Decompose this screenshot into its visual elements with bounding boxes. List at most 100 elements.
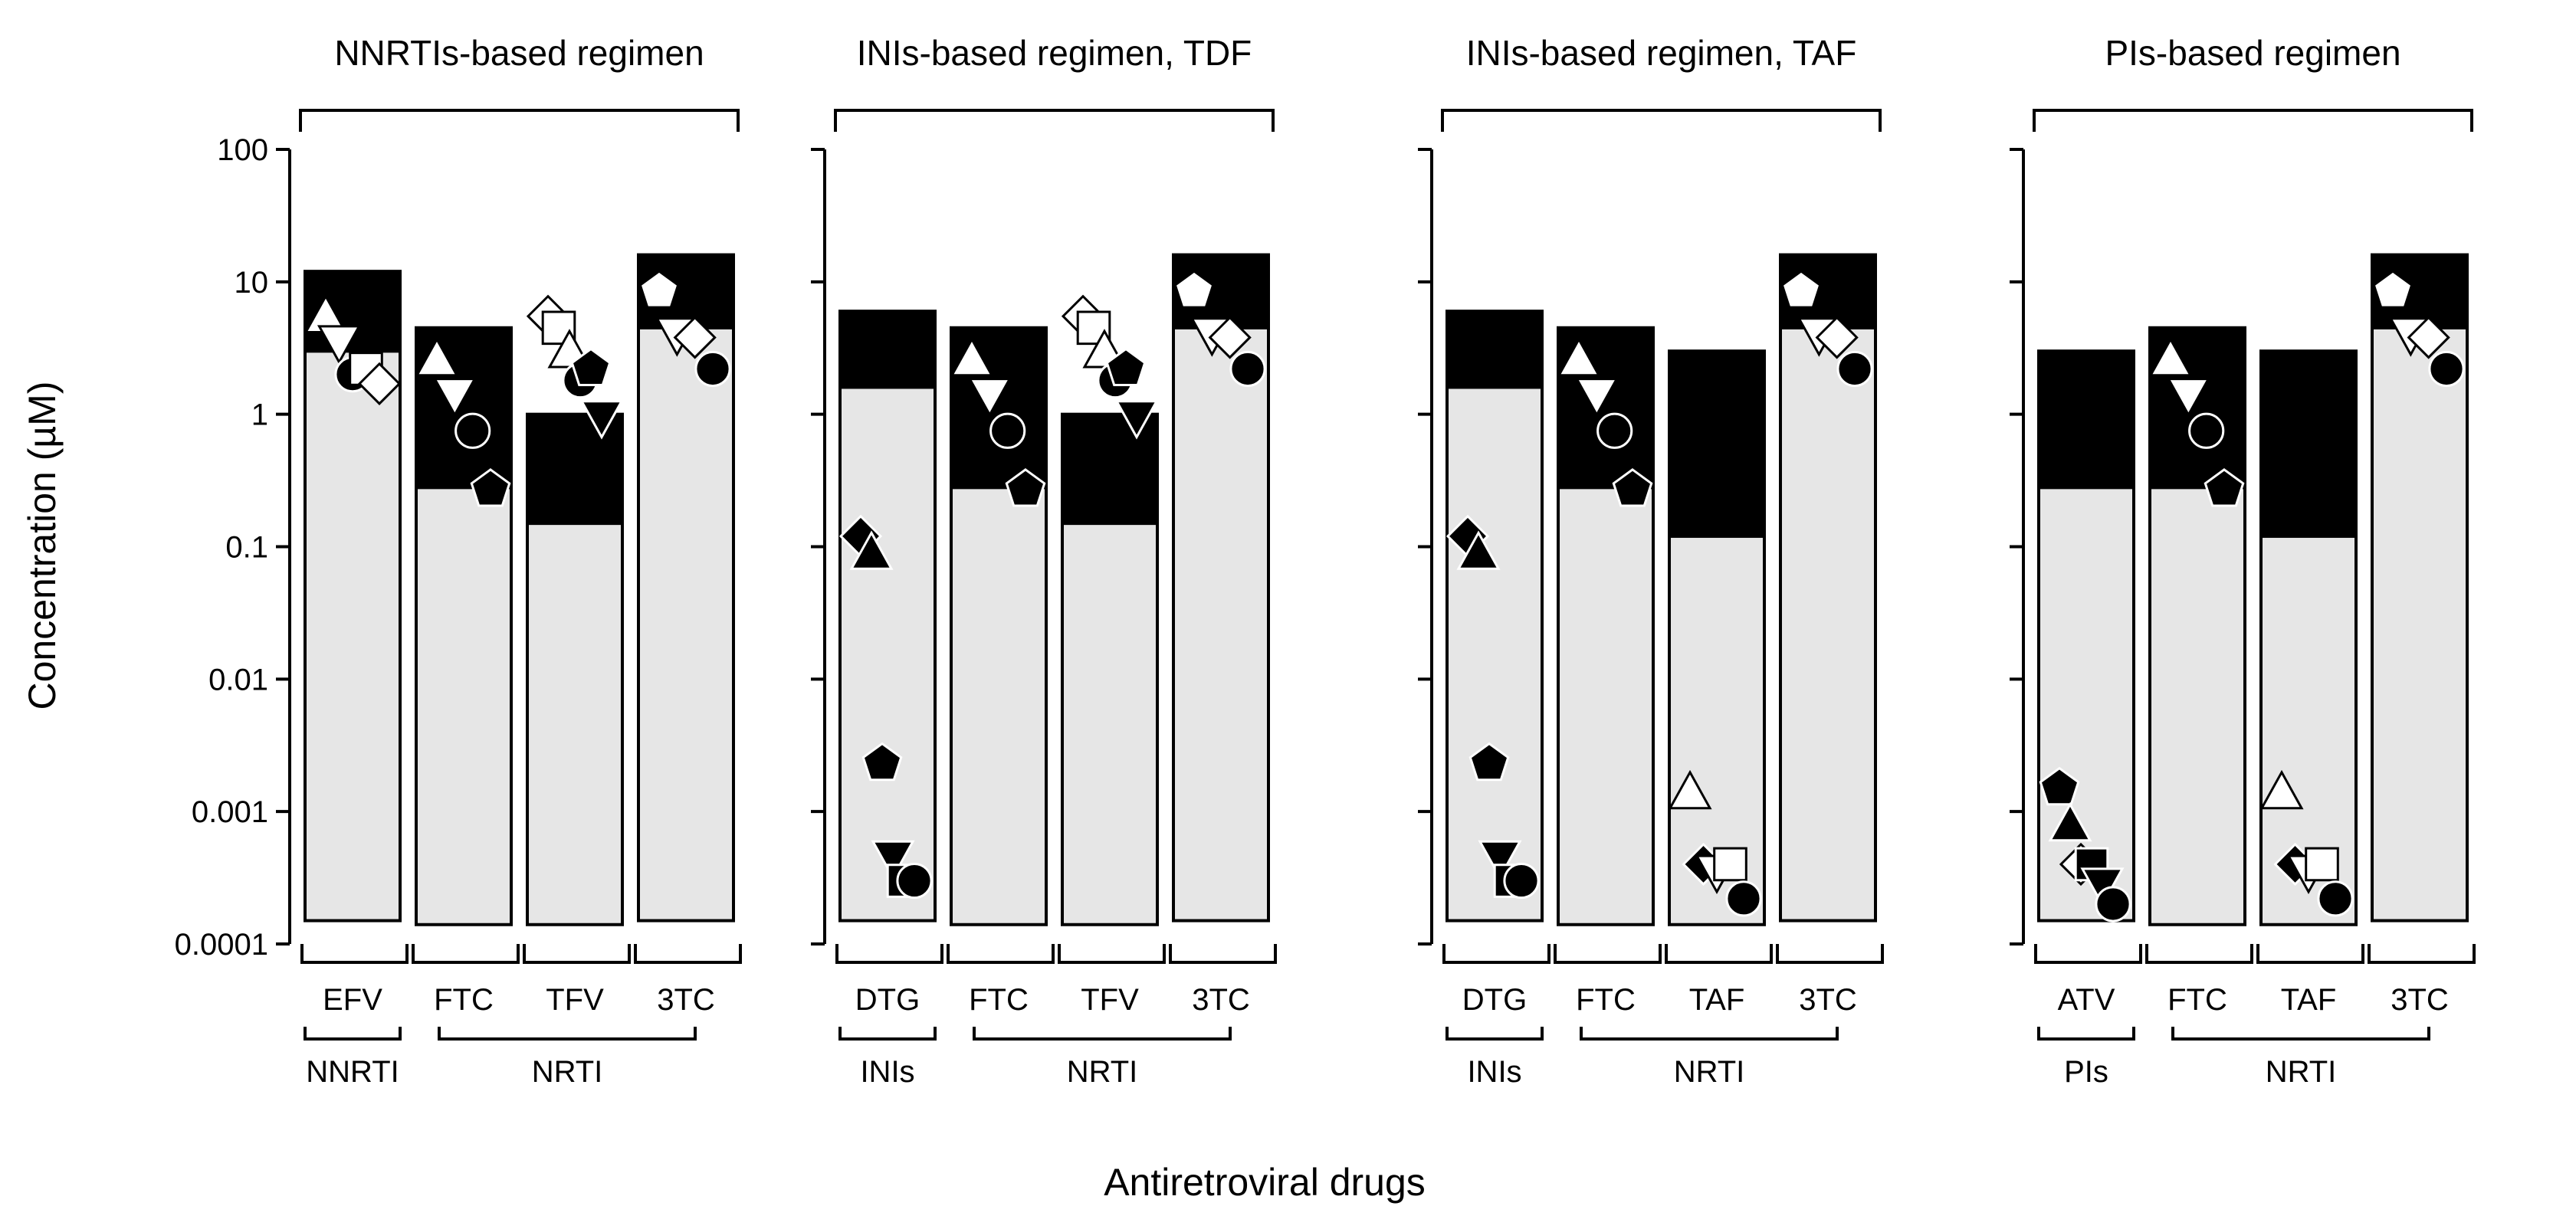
marker-circle	[1229, 350, 1266, 388]
marker-pentagon	[861, 742, 903, 782]
x-tick-label: EFV	[323, 983, 382, 1017]
marker-triangle-down	[967, 378, 1012, 418]
marker-circle	[1596, 412, 1633, 449]
panel-2: INIs-based regimen, TDF DTG FTC TFV 3TC INIs N…	[811, 33, 1277, 1089]
bar-3tc	[2371, 253, 2469, 923]
marker-pentagon	[1612, 468, 1653, 507]
marker-triangle-up	[849, 530, 894, 570]
marker-square	[2305, 847, 2339, 882]
bar-3tc	[637, 253, 735, 923]
x-bracket	[300, 944, 742, 964]
bar-tfv	[1061, 294, 1159, 926]
marker-pentagon	[1468, 742, 1510, 782]
marker-triangle-down	[1478, 840, 1522, 880]
x-tick-label: TAF	[2281, 983, 2337, 1017]
marker-triangle-up	[1668, 769, 1712, 810]
marker-circle	[1836, 350, 1873, 388]
bar-efv	[304, 270, 402, 923]
group-label: INIs	[860, 1055, 914, 1089]
marker-circle	[989, 412, 1026, 449]
group-label: NRTI	[2266, 1055, 2337, 1089]
panel-title: INIs-based regimen, TAF	[1466, 33, 1857, 73]
marker-pentagon	[1173, 270, 1215, 309]
marker-circle	[1725, 880, 1762, 917]
bar-light-segment	[1779, 326, 1877, 923]
x-tick-label: TAF	[1689, 983, 1745, 1017]
marker-circle	[454, 412, 491, 449]
x-tick-label: FTC	[969, 983, 1029, 1017]
x-tick-label: ATV	[2058, 983, 2115, 1017]
group-label: NNRTI	[306, 1055, 399, 1089]
y-tick-label: 10	[235, 266, 269, 300]
x-bracket	[835, 944, 1277, 964]
group-bracket	[438, 1027, 697, 1041]
group-bracket	[838, 1027, 937, 1041]
bar-light-segment	[2148, 486, 2246, 926]
marker-triangle-down	[317, 325, 362, 365]
bar-ftc	[950, 326, 1048, 926]
bar-light-segment	[950, 486, 1048, 926]
bar-light-segment	[415, 486, 513, 926]
x-tick-label: 3TC	[2391, 983, 2449, 1017]
bar-light-segment	[1446, 385, 1544, 923]
panel-bracket	[834, 109, 1275, 132]
panel-bracket	[2033, 109, 2473, 132]
marker-pentagon	[1780, 270, 1822, 309]
marker-triangle-up	[2148, 336, 2193, 377]
group-label: INIs	[1467, 1055, 1521, 1089]
bar-dark-segment	[1446, 310, 1544, 389]
panel-title: PIs-based regimen	[2105, 33, 2400, 73]
bar-light-segment	[637, 326, 735, 923]
marker-circle	[2095, 886, 2131, 923]
marker-circle	[2317, 880, 2354, 917]
group-bracket	[1580, 1027, 1839, 1041]
x-tick-label: DTG	[1462, 983, 1527, 1017]
panel-title: NNRTIs-based regimen	[334, 33, 704, 73]
marker-triangle-up	[950, 336, 994, 377]
bar-dtg	[1446, 310, 1544, 923]
x-bracket	[2034, 944, 2476, 964]
chart-panels: NNRTIs-based regimen 100 10 1 0.1 0.01 0.001 0.…	[175, 33, 2476, 1089]
x-tick-label: 3TC	[1799, 983, 1857, 1017]
marker-triangle-up	[1557, 336, 1601, 377]
marker-circle	[694, 350, 731, 388]
marker-pentagon	[1005, 468, 1046, 507]
x-tick-label: TFV	[1081, 983, 1139, 1017]
panel-1: NNRTIs-based regimen 100 10 1 0.1 0.01 0.001 0.…	[175, 33, 742, 1089]
group-label: NRTI	[532, 1055, 603, 1089]
marker-pentagon	[2372, 270, 2414, 309]
group-bracket	[304, 1027, 402, 1041]
marker-pentagon	[638, 270, 680, 309]
bar-taf	[2259, 349, 2358, 926]
marker-triangle-up	[415, 336, 459, 377]
bar-dark-segment	[2259, 349, 2358, 538]
bar-3tc	[1172, 253, 1270, 923]
panel-4: PIs-based regimen ATV FTC TAF 3TC PIs NRTI	[2010, 33, 2476, 1089]
marker-diamond	[1815, 316, 1859, 359]
bar-dark-segment	[2037, 349, 2135, 490]
panel-bracket	[1441, 109, 1882, 132]
marker-triangle-down	[579, 400, 624, 440]
bar-tfv	[526, 294, 624, 926]
bar-ftc	[1557, 326, 1655, 926]
marker-diamond	[2407, 316, 2450, 359]
x-tick-label: DTG	[855, 983, 920, 1017]
bar-dark-segment	[838, 310, 937, 389]
x-tick-label: FTC	[2167, 983, 2227, 1017]
y-tick-label: 0.001	[192, 795, 268, 829]
bar-taf	[1668, 349, 1766, 926]
panel-bracket	[299, 109, 740, 132]
group-label: PIs	[2064, 1055, 2108, 1089]
marker-triangle-up	[1456, 530, 1501, 570]
bar-light-segment	[1557, 486, 1655, 926]
bar-light-segment	[1172, 326, 1270, 923]
group-label: NRTI	[1067, 1055, 1138, 1089]
group-bracket	[973, 1027, 1232, 1041]
marker-pentagon	[1105, 347, 1147, 386]
y-tick-label: 0.0001	[175, 928, 268, 962]
x-tick-label: FTC	[1576, 983, 1636, 1017]
bar-atv	[2037, 349, 2135, 923]
marker-pentagon	[2204, 468, 2245, 507]
bar-light-segment	[2371, 326, 2469, 923]
